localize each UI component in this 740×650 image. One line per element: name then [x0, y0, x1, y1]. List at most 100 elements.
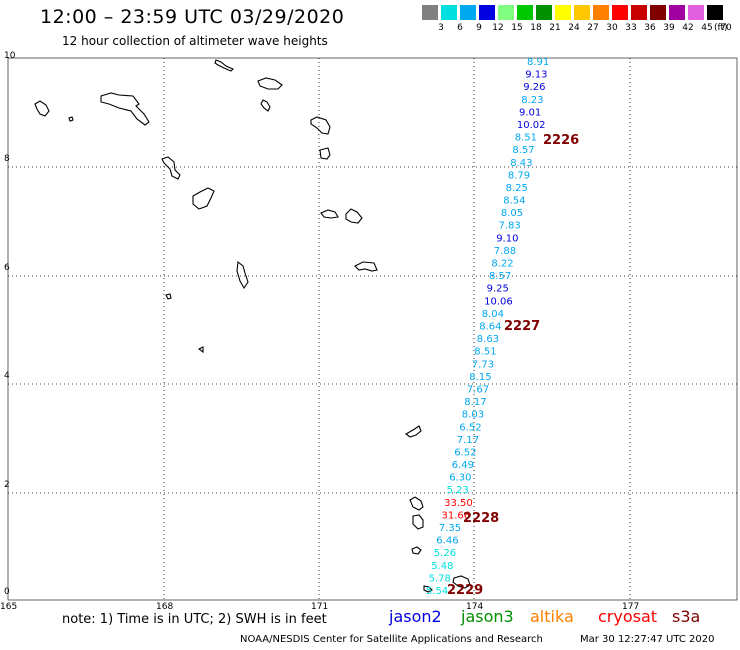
- y-tick-label: 8: [4, 154, 10, 164]
- legend-label: 21: [549, 23, 561, 33]
- y-tick-label: 4: [4, 371, 10, 381]
- swh-reading: 7.73: [472, 359, 494, 370]
- island: [452, 575, 471, 589]
- island: [409, 496, 424, 511]
- satellite-jason2: jason2: [389, 607, 442, 626]
- swh-reading: 8.03: [462, 410, 484, 421]
- swh-reading: 8.79: [508, 170, 530, 181]
- swh-reading: 8.57: [512, 145, 534, 156]
- swh-reading: 8.63: [477, 334, 499, 345]
- island: [260, 99, 271, 112]
- swh-reading: 8.23: [521, 95, 543, 106]
- map-title: 12:00 – 23:59 UTC 03/29/2020: [40, 6, 345, 28]
- y-tick-label: 6: [4, 263, 10, 273]
- swh-reading: 8.25: [506, 183, 528, 194]
- island: [161, 156, 181, 180]
- island: [310, 116, 331, 135]
- island: [197, 346, 204, 354]
- y-tick-label: 0: [4, 587, 10, 597]
- swh-reading: 8.54: [503, 196, 525, 207]
- y-tick-label: 10: [4, 51, 16, 61]
- legend-label: 27: [587, 23, 599, 33]
- swh-reading: 8.57: [489, 271, 511, 282]
- legend-unit: (ft): [714, 23, 728, 33]
- swh-reading: 7.67: [467, 385, 489, 396]
- legend-label: 39: [663, 23, 675, 33]
- swh-reading: 31.66: [442, 510, 471, 521]
- satellite-altika: altika: [530, 607, 574, 626]
- legend-swatch: [612, 5, 629, 20]
- island: [354, 261, 378, 272]
- legend-label: 30: [606, 23, 618, 33]
- island: [423, 585, 433, 593]
- swh-reading: 8.05: [501, 208, 523, 219]
- map-frame: [7, 57, 738, 601]
- legend-label: 36: [644, 23, 656, 33]
- swh-reading: 6.52: [454, 448, 476, 459]
- island: [320, 209, 339, 219]
- legend-swatch: [555, 5, 572, 20]
- swh-reading: 5.23: [447, 485, 469, 496]
- x-tick-label: 165: [0, 602, 18, 612]
- island: [345, 208, 363, 224]
- legend-label: 70: [720, 23, 732, 33]
- legend-swatch: [669, 5, 686, 20]
- legend-swatch: [688, 5, 705, 20]
- swh-reading: 8.64: [479, 322, 501, 333]
- altimeter-track: 8.919.139.268.239.0110.028.518.578.438.7…: [426, 57, 549, 597]
- map-subtitle: 12 hour collection of altimeter wave hei…: [62, 34, 328, 48]
- legend-swatch: [593, 5, 610, 20]
- credit-line: NOAA/NESDIS Center for Satellite Applica…: [240, 634, 543, 645]
- x-tick-label: 168: [156, 602, 174, 612]
- island: [236, 260, 249, 290]
- swh-reading: 6.46: [436, 536, 458, 547]
- legend-swatch: [517, 5, 534, 20]
- x-tick-label: 171: [311, 602, 329, 612]
- island: [165, 293, 172, 300]
- island: [68, 116, 74, 122]
- swh-reading: 7.17: [457, 435, 479, 446]
- swh-reading: 10.02: [517, 120, 546, 131]
- satellite-s3a: s3a: [672, 607, 701, 626]
- swh-reading: 8.51: [474, 347, 496, 358]
- islands: [34, 59, 471, 593]
- swh-reading: 8.43: [510, 158, 532, 169]
- legend-label: 42: [682, 23, 694, 33]
- swh-reading: 33.50: [444, 498, 473, 509]
- legend-label: 15: [511, 23, 523, 33]
- island: [412, 514, 424, 530]
- swh-reading: 8.22: [491, 259, 513, 270]
- swh-reading: 8.91: [527, 57, 549, 68]
- satellite-cryosat: cryosat: [598, 607, 658, 626]
- island: [214, 59, 234, 72]
- swh-reading: 8.51: [515, 133, 537, 144]
- legend-label: 33: [625, 23, 637, 33]
- legend-swatch: [536, 5, 553, 20]
- legend-swatch: [574, 5, 591, 20]
- legend-label: 24: [568, 23, 580, 33]
- swh-reading: 8.04: [482, 309, 504, 320]
- island: [405, 425, 422, 438]
- legend-swatch: [631, 5, 648, 20]
- x-tick-label: 177: [622, 602, 640, 612]
- swh-reading: 8.17: [464, 397, 486, 408]
- pass-time-label: 2229: [447, 583, 483, 598]
- legend-swatch: [460, 5, 477, 20]
- swh-reading: 9.25: [487, 284, 509, 295]
- legend-label: 18: [530, 23, 542, 33]
- footnote: note: 1) Time is in UTC; 2) SWH is in fe…: [62, 612, 327, 627]
- island: [257, 77, 283, 90]
- legend-label: 6: [457, 23, 463, 33]
- swh-reading: 6.30: [449, 473, 471, 484]
- island: [411, 546, 422, 555]
- legend-label: 12: [492, 23, 504, 33]
- legend-label: 3: [438, 23, 444, 33]
- map-grid: [7, 57, 738, 601]
- swh-reading: 7.88: [494, 246, 516, 257]
- swh-reading: 6.52: [459, 422, 481, 433]
- legend-swatch: [498, 5, 515, 20]
- swh-reading: 10.06: [484, 296, 513, 307]
- legend-label: 45: [701, 23, 713, 33]
- swh-reading: 5.48: [431, 561, 453, 572]
